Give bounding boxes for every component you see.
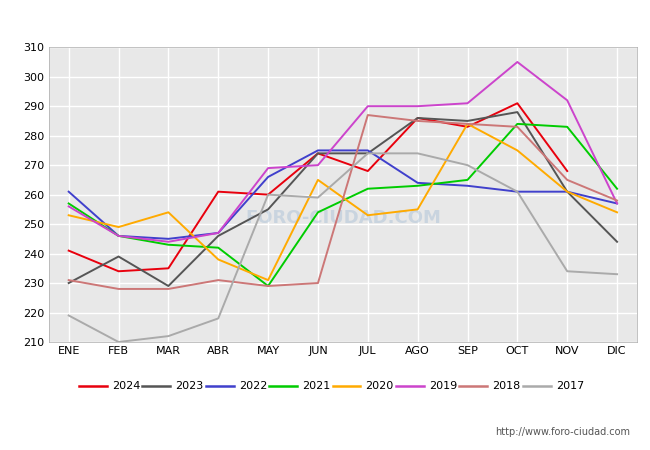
Text: 2019: 2019	[429, 381, 457, 391]
Text: http://www.foro-ciudad.com: http://www.foro-ciudad.com	[495, 427, 630, 437]
Text: 2022: 2022	[239, 381, 267, 391]
Text: 2023: 2023	[176, 381, 203, 391]
Text: 2020: 2020	[365, 381, 394, 391]
Text: 2021: 2021	[302, 381, 330, 391]
Text: 2018: 2018	[492, 381, 521, 391]
Text: Afiliados en Vega de Valcarce a 30/11/2024: Afiliados en Vega de Valcarce a 30/11/20…	[145, 12, 505, 31]
Text: 2017: 2017	[556, 381, 584, 391]
Text: 2024: 2024	[112, 381, 140, 391]
Text: FORO-CIUDAD.COM: FORO-CIUDAD.COM	[245, 209, 441, 227]
